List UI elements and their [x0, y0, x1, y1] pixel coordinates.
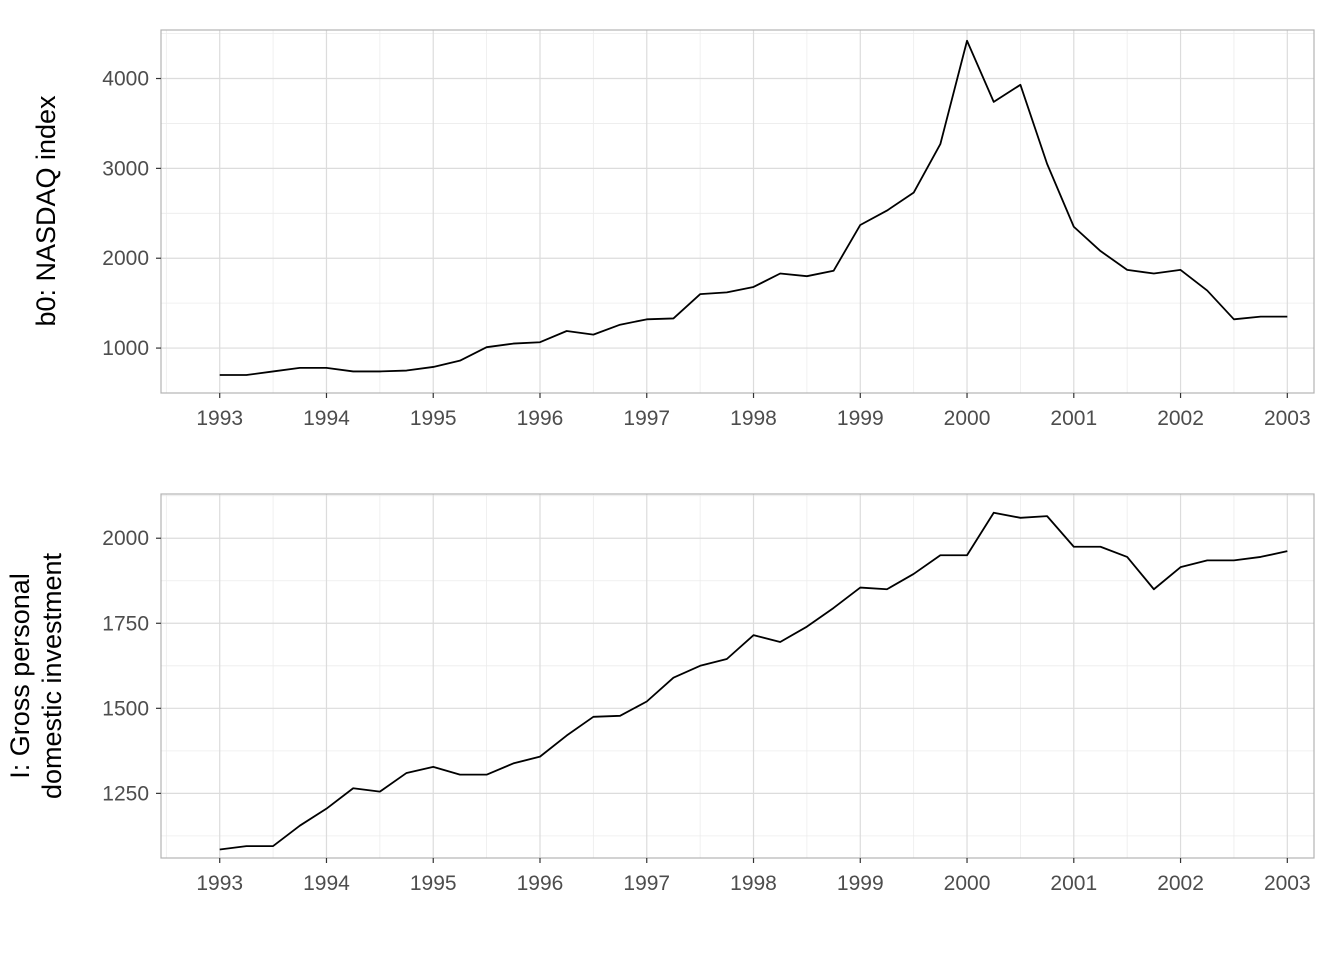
x-tick-label: 1994: [303, 872, 350, 895]
panel-border: [160, 29, 1315, 394]
y-axis-title: I: Gross personaldomestic investment: [5, 552, 67, 799]
y-tick-label: 1000: [102, 337, 149, 360]
nasdaq-panel: 1993 1994 1995 1996 1997 1998 1999 2000 2001 2002…: [31, 29, 1315, 430]
x-tick-label: 1998: [730, 407, 777, 430]
x-tick-label: 1996: [517, 872, 564, 895]
y-tick-label: 2000: [102, 527, 149, 550]
x-tick-label: 1996: [517, 407, 564, 430]
investment-panel: 1993 1994 1995 1996 1997 1998 1999 2000 2001 2002…: [5, 493, 1315, 895]
x-tick-label: 2002: [1157, 407, 1204, 430]
x-tick-label: 2000: [944, 872, 991, 895]
y-axis-title-line: I: Gross personal: [5, 573, 35, 779]
y-axis-title: b0: NASDAQ index: [31, 95, 61, 327]
y-tick-label: 4000: [102, 68, 149, 91]
y-axis-title-line: domestic investment: [37, 552, 67, 799]
y-tick-label: 1750: [102, 612, 149, 635]
x-tick-label: 2003: [1264, 407, 1311, 430]
x-tick-label: 1995: [410, 872, 457, 895]
y-tick-label: 1250: [102, 782, 149, 805]
x-tick-label: 1997: [623, 407, 670, 430]
x-tick-label: 2002: [1157, 872, 1204, 895]
x-tick-label: 2000: [944, 407, 991, 430]
series-line: [219, 511, 1288, 851]
panel-border: [160, 493, 1315, 859]
series-line: [219, 39, 1288, 376]
x-tick-label: 1999: [837, 872, 884, 895]
x-tick-label: 2001: [1050, 872, 1097, 895]
x-tick-label: 1993: [196, 407, 243, 430]
x-tick-label: 1999: [837, 407, 884, 430]
x-tick-label: 2001: [1050, 407, 1097, 430]
x-tick-label: 2003: [1264, 872, 1311, 895]
x-tick-label: 1995: [410, 407, 457, 430]
y-tick-label: 2000: [102, 247, 149, 270]
y-tick-label: 1500: [102, 697, 149, 720]
x-tick-label: 1998: [730, 872, 777, 895]
y-tick-label: 3000: [102, 157, 149, 180]
x-tick-label: 1997: [623, 872, 670, 895]
x-tick-label: 1993: [196, 872, 243, 895]
x-tick-label: 1994: [303, 407, 350, 430]
